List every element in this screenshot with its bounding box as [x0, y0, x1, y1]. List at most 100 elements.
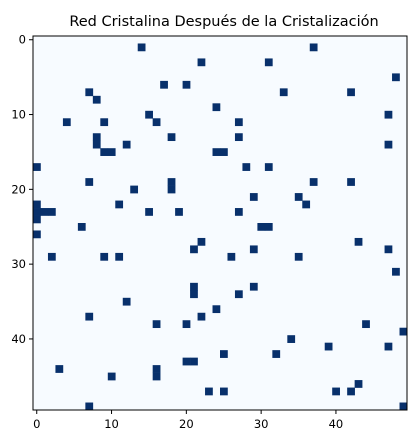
- heatmap-cell: [212, 103, 221, 112]
- heatmap-cell: [354, 237, 363, 246]
- heatmap-cell: [332, 387, 340, 396]
- heatmap-cell: [220, 148, 228, 156]
- heatmap-cell: [92, 140, 101, 149]
- heatmap-cell: [190, 282, 198, 291]
- heatmap-cell: [33, 230, 41, 239]
- heatmap-cell: [347, 178, 355, 186]
- heatmap-cell: [347, 387, 355, 396]
- heatmap-cell: [234, 290, 243, 299]
- heatmap-cell: [100, 118, 109, 127]
- x-tick-label: 30: [254, 417, 269, 431]
- chart-title: Red Cristalina Después de la Cristalizac…: [69, 14, 378, 30]
- heatmap-cell: [220, 387, 228, 396]
- y-tick-label: 10: [11, 108, 26, 122]
- heatmap-cell: [85, 312, 94, 321]
- heatmap-cell: [47, 208, 56, 216]
- heatmap-cell: [167, 185, 176, 194]
- heatmap-cell: [100, 252, 109, 261]
- heatmap-cell: [212, 148, 221, 156]
- x-tick-label: 0: [33, 417, 40, 431]
- x-axis: 0 10 20 30 40: [33, 410, 343, 431]
- heatmap-cell: [85, 88, 94, 97]
- x-tick-label: 10: [104, 417, 119, 431]
- y-tick-label: 0: [19, 33, 26, 47]
- heatmap-cell: [190, 245, 198, 254]
- heatmap-cell: [190, 290, 198, 299]
- heatmap-cell: [152, 372, 161, 381]
- heatmap-cell: [107, 372, 116, 381]
- y-tick-label: 40: [11, 332, 26, 346]
- heatmap-cell: [347, 88, 355, 97]
- heatmap-cell: [287, 335, 296, 343]
- y-axis: 0 10 20 30 40: [11, 33, 33, 346]
- heatmap-cell: [392, 267, 400, 276]
- heatmap-cell: [33, 215, 41, 224]
- heatmap-cell: [354, 380, 363, 388]
- heatmap-cell: [264, 223, 273, 231]
- heatmap-cell: [115, 252, 124, 261]
- heatmap-cell: [399, 402, 408, 411]
- heatmap-cell: [145, 110, 153, 119]
- heatmap-cell: [182, 80, 191, 89]
- heatmap-cell: [205, 387, 213, 396]
- heatmap-cell: [160, 80, 168, 89]
- heatmap-cell: [92, 133, 101, 142]
- heatmap-cell: [309, 43, 318, 52]
- plot-frame: [32, 35, 408, 411]
- heatmap-cell: [302, 200, 311, 209]
- heatmap-cell: [197, 237, 206, 246]
- heatmap-cell: [55, 365, 64, 373]
- heatmap-cell: [107, 148, 116, 156]
- heatmap-cell: [33, 200, 41, 209]
- heatmap-cell: [40, 208, 49, 216]
- heatmap-cell: [85, 402, 94, 411]
- heatmap-cell: [279, 88, 288, 97]
- heatmap-cell: [47, 252, 56, 261]
- heatmap-cell: [100, 148, 109, 156]
- heatmap-cell: [212, 305, 221, 314]
- heatmap-cell: [33, 163, 41, 171]
- heatmap-cell: [85, 178, 94, 186]
- heatmap-cell: [167, 133, 176, 142]
- heatmap-cell: [264, 58, 273, 67]
- heatmap-cell: [249, 193, 258, 201]
- y-tick-label: 30: [11, 257, 26, 271]
- heatmap-cell: [130, 185, 139, 194]
- heatmap-cell: [234, 208, 243, 216]
- heatmap-cell: [362, 320, 370, 329]
- heatmap-cell: [242, 163, 251, 171]
- heatmap-cell: [234, 118, 243, 127]
- heatmap-cell: [77, 223, 86, 231]
- heatmap-cell: [294, 252, 303, 261]
- heatmap-cell: [182, 320, 191, 329]
- heatmap-cell: [167, 178, 176, 186]
- heatmap-cell: [175, 208, 183, 216]
- heatmap-cell: [190, 357, 198, 366]
- heatmap-cell: [249, 245, 258, 254]
- heatmap-cell: [257, 223, 266, 231]
- heatmap-cell: [309, 178, 318, 186]
- x-tick-label: 20: [179, 417, 194, 431]
- heatmap-cell: [384, 245, 393, 254]
- heatmap-cell: [197, 58, 206, 67]
- heatmap-cell: [122, 297, 131, 306]
- heatmap-cell: [152, 365, 161, 373]
- heatmap-cell: [384, 342, 393, 351]
- y-tick-label: 20: [11, 182, 26, 196]
- heatmap-cell: [324, 342, 333, 351]
- heatmap-cell: [249, 282, 258, 291]
- heatmap-cell: [115, 200, 124, 209]
- heatmap-cell: [392, 73, 400, 82]
- heatmap-cell: [399, 327, 408, 336]
- heatmap-cell: [122, 140, 131, 149]
- x-tick-label: 40: [329, 417, 344, 431]
- heatmap-cell: [384, 110, 393, 119]
- heatmap-cell: [294, 193, 303, 201]
- heatmap-cell: [197, 312, 206, 321]
- heatmap-cell: [92, 95, 101, 104]
- heatmap-cell: [33, 208, 41, 216]
- heatmap-cell: [145, 208, 153, 216]
- heatmap-cell: [227, 252, 236, 261]
- heatmap-cell: [182, 357, 191, 366]
